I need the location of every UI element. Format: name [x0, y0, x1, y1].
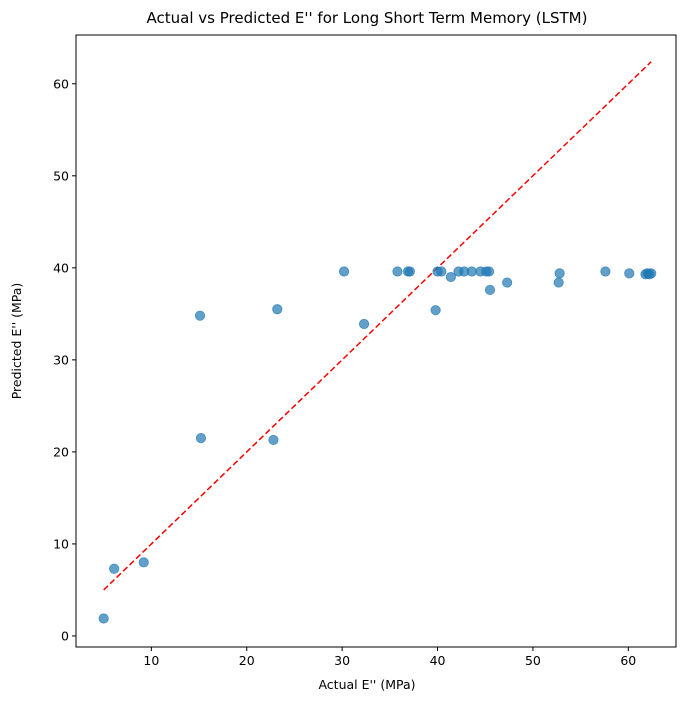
data-point	[554, 268, 565, 279]
data-point	[138, 557, 149, 568]
data-point	[430, 305, 441, 316]
data-point	[109, 563, 120, 574]
data-point	[98, 613, 109, 624]
plot-area-frame	[75, 34, 677, 648]
x-tick-label: 30	[334, 653, 350, 668]
data-point	[404, 266, 415, 277]
data-point	[272, 304, 283, 315]
data-point	[466, 266, 477, 277]
data-point	[646, 268, 657, 279]
x-tick-label: 40	[430, 653, 446, 668]
data-point	[358, 318, 370, 330]
x-tick-label: 10	[143, 653, 159, 668]
y-tick-label: 0	[61, 628, 69, 643]
data-point	[445, 271, 456, 283]
x-tick-label: 20	[239, 653, 255, 668]
data-point	[600, 266, 611, 277]
data-point	[268, 434, 279, 446]
data-point	[502, 277, 513, 288]
y-axis: 0 10 20 30 40 50 60	[53, 76, 76, 643]
data-points	[98, 266, 657, 624]
data-point	[483, 266, 495, 277]
x-axis-label: Actual E'' (MPa)	[318, 677, 415, 692]
plot-content	[98, 61, 657, 624]
chart-title: Actual vs Predicted E'' for Long Short T…	[147, 9, 588, 27]
data-point	[484, 284, 496, 296]
y-tick-label: 30	[53, 352, 69, 367]
data-point	[338, 266, 350, 277]
data-point	[392, 266, 403, 277]
y-tick-label: 50	[53, 168, 69, 183]
data-point	[194, 310, 206, 321]
data-point	[436, 266, 447, 277]
y-tick-label: 20	[53, 444, 69, 459]
reference-line	[103, 61, 652, 591]
data-point	[195, 432, 207, 444]
x-axis: 10 20 30 40 50 60	[143, 647, 636, 668]
x-tick-label: 60	[620, 653, 636, 668]
y-tick-label: 40	[53, 260, 69, 275]
data-point	[553, 277, 564, 288]
y-tick-label: 60	[53, 76, 69, 91]
y-tick-label: 10	[53, 536, 69, 551]
data-point	[624, 268, 635, 279]
y-axis-label: Predicted E'' (MPa)	[9, 283, 24, 400]
x-tick-label: 50	[525, 653, 541, 668]
